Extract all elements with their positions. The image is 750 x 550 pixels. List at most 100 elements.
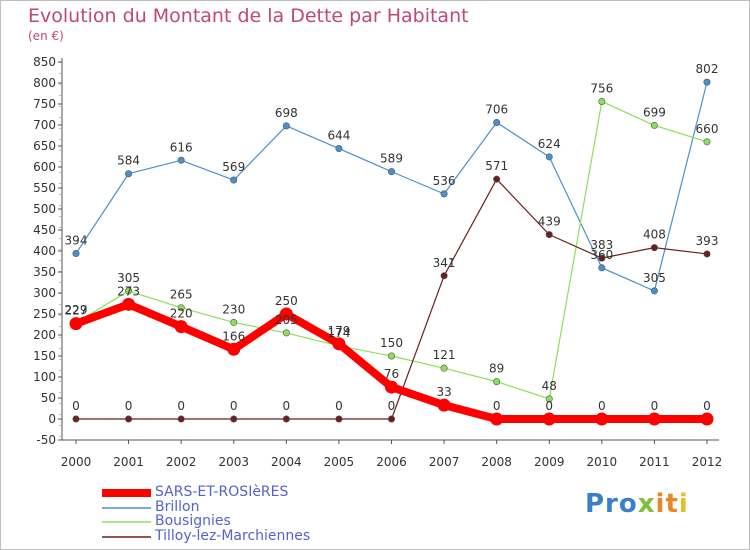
data-label: 584 [117, 154, 140, 168]
data-point [72, 250, 80, 258]
data-label: 230 [222, 302, 245, 316]
y-tick-label: 750 [33, 97, 56, 111]
data-point [387, 352, 395, 360]
data-label: 802 [696, 62, 719, 76]
proxiti-logo: Proxiti [585, 489, 689, 519]
data-point [490, 412, 504, 426]
data-point [598, 254, 606, 262]
y-tick-label: 350 [33, 265, 56, 279]
y-tick-label: 850 [33, 55, 56, 69]
data-point [493, 118, 501, 126]
data-label: 265 [170, 288, 193, 302]
data-point [387, 168, 395, 176]
data-point [545, 153, 553, 161]
data-label: 0 [335, 399, 343, 413]
data-label: 0 [651, 399, 659, 413]
chart-data-labels: 227 273 220 166 250 179 76 33 0 0 0 0 0 394 584 616 569 6… [65, 62, 719, 413]
data-point [703, 138, 711, 146]
data-label: 0 [545, 399, 553, 413]
data-point [279, 307, 293, 321]
data-point [125, 415, 133, 423]
data-point [650, 244, 658, 252]
data-label: 756 [590, 81, 613, 95]
data-label: 0 [177, 399, 185, 413]
data-label: 644 [327, 129, 350, 143]
data-label: 0 [125, 399, 133, 413]
legend-label: SARS-ET-ROSIèRES [155, 484, 289, 500]
data-label: 699 [643, 105, 666, 119]
data-label: 698 [275, 106, 298, 120]
data-label: 536 [433, 174, 456, 188]
y-tick-label: 450 [33, 223, 56, 237]
data-label: 0 [703, 399, 711, 413]
data-label: 179 [327, 324, 350, 338]
data-label: 660 [696, 122, 719, 136]
y-tick-label: 50 [41, 391, 56, 405]
data-point [595, 412, 609, 426]
data-point [174, 320, 188, 334]
data-point [335, 415, 343, 423]
data-point [332, 337, 346, 351]
data-label: 229 [65, 303, 88, 317]
data-label: 571 [485, 159, 508, 173]
data-point [440, 190, 448, 198]
y-tick-label: 500 [33, 202, 56, 216]
y-tick-label: 650 [33, 139, 56, 153]
data-point [125, 170, 133, 178]
data-point [282, 122, 290, 130]
data-label: 76 [384, 367, 399, 381]
y-tick-label: 150 [33, 349, 56, 363]
chart-axes: -50 0 50 100 150 200 250 300 350 400 450 500 550 600 6… [33, 55, 722, 469]
data-label: 305 [117, 271, 140, 285]
data-point [650, 121, 658, 129]
legend-swatches [102, 489, 151, 538]
data-point [493, 175, 501, 183]
data-label: 624 [538, 137, 561, 151]
data-label: 150 [380, 336, 403, 350]
data-label: 305 [643, 271, 666, 285]
y-tick-label: 800 [33, 76, 56, 90]
x-tick-label: 2002 [166, 455, 197, 469]
data-point [177, 304, 185, 312]
data-point [545, 231, 553, 239]
data-point [125, 287, 133, 295]
y-tick-label: 700 [33, 118, 56, 132]
data-label: 408 [643, 228, 666, 242]
y-tick-label: 100 [33, 370, 56, 384]
y-tick-label: 250 [33, 307, 56, 321]
data-label: 0 [598, 399, 606, 413]
x-tick-label: 2004 [271, 455, 302, 469]
data-label: 174 [327, 326, 350, 340]
x-tick-label: 2007 [429, 455, 460, 469]
data-label: 220 [170, 307, 193, 321]
data-point [230, 318, 238, 326]
data-label: 394 [65, 234, 88, 248]
data-point [700, 412, 714, 426]
x-tick-label: 2005 [324, 455, 355, 469]
legend-label: Bousignies [155, 513, 231, 529]
data-point [72, 415, 80, 423]
data-point [493, 378, 501, 386]
x-tick-label: 2001 [113, 455, 144, 469]
x-tick-label: 2006 [376, 455, 407, 469]
chart-title: Evolution du Montant de la Dette par Hab… [28, 5, 469, 27]
data-point [230, 176, 238, 184]
x-tick-label: 2008 [481, 455, 512, 469]
data-label: 250 [275, 294, 298, 308]
x-tick-label: 2003 [218, 455, 249, 469]
data-label: 89 [489, 362, 504, 376]
data-point [335, 145, 343, 153]
data-label: 706 [485, 102, 508, 116]
y-tick-label: -50 [36, 433, 56, 447]
data-label: 616 [170, 140, 193, 154]
data-label: 383 [590, 238, 613, 252]
data-point [647, 412, 661, 426]
data-label: 121 [433, 348, 456, 362]
data-label: 48 [542, 379, 557, 393]
data-point [177, 156, 185, 164]
data-point [598, 264, 606, 272]
data-point [387, 415, 395, 423]
data-label: 569 [222, 160, 245, 174]
